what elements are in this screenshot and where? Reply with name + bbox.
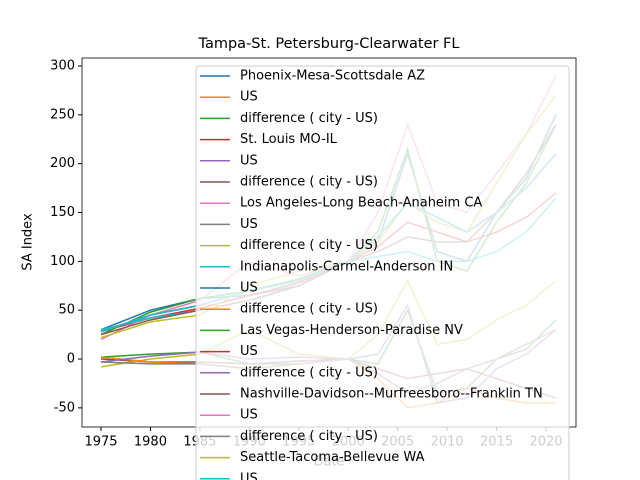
legend-label: St. Louis MO-IL xyxy=(240,132,338,147)
x-tick-label: 1980 xyxy=(134,435,167,450)
y-tick-label: 300 xyxy=(50,59,75,74)
legend-label: difference ( city - US) xyxy=(240,238,378,253)
legend-label: US xyxy=(240,344,258,359)
legend-label: US xyxy=(240,408,258,423)
legend-label: Seattle-Tacoma-Bellevue WA xyxy=(240,450,425,465)
legend-label: US xyxy=(240,90,258,105)
chart-title: Tampa-St. Petersburg-Clearwater FL xyxy=(198,36,460,52)
x-tick-label: 1975 xyxy=(84,435,117,450)
y-axis-label: SA Index xyxy=(21,213,36,271)
legend-label: difference ( city - US) xyxy=(240,302,378,317)
legend-label: US xyxy=(240,281,258,296)
legend-label: difference ( city - US) xyxy=(240,175,378,190)
legend-box xyxy=(195,65,570,480)
y-tick-label: 50 xyxy=(58,303,75,318)
legend-label: Phoenix-Mesa-Scottsdale AZ xyxy=(240,69,425,84)
y-tick-label: 0 xyxy=(67,352,75,367)
y-tick-label: 200 xyxy=(50,156,75,171)
y-tick-label: 150 xyxy=(50,205,75,220)
legend-label: Las Vegas-Henderson-Paradise NV xyxy=(240,323,463,338)
legend-label: US xyxy=(240,217,258,232)
legend-label: difference ( city - US) xyxy=(240,365,378,380)
legend-label: difference ( city - US) xyxy=(240,111,378,126)
y-tick-label: -50 xyxy=(54,400,75,415)
y-tick-label: 100 xyxy=(50,254,75,269)
legend-label: Los Angeles-Long Beach-Anaheim CA xyxy=(240,196,482,211)
legend-label: US xyxy=(240,153,258,168)
legend-label: difference ( city - US) xyxy=(240,429,378,444)
legend-label: US xyxy=(240,471,258,480)
legend-label: Indianapolis-Carmel-Anderson IN xyxy=(240,259,453,274)
y-tick-label: 250 xyxy=(50,107,75,122)
legend-label: Nashville-Davidson--Murfreesboro--Frankl… xyxy=(240,387,543,402)
